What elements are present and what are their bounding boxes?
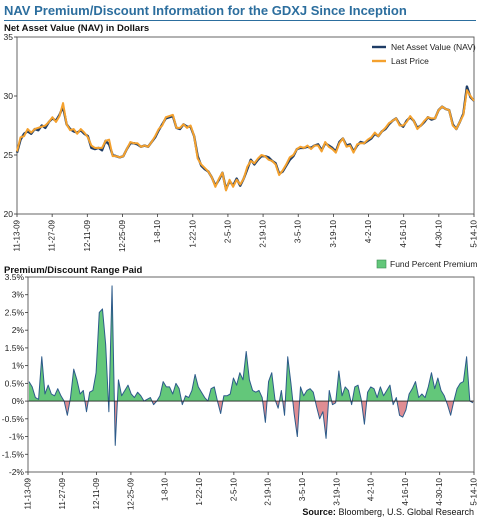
discount-area <box>64 401 473 446</box>
premium-series-line <box>28 285 474 446</box>
nav-x-tick-label: 4-30-10 <box>434 219 443 247</box>
last-price-series-line <box>16 89 475 192</box>
nav-x-tick-label: 5-14-10 <box>470 219 479 247</box>
premium-y-tick-label: -1.5% <box>2 449 25 459</box>
premium-x-tick-label: 4-30-10 <box>435 477 444 505</box>
premium-y-tick-label: -1% <box>9 432 25 442</box>
nav-x-tick-label: 1-22-10 <box>188 219 197 247</box>
nav-x-tick-label: 2-19-10 <box>259 219 268 247</box>
premium-x-tick-label: 1-22-10 <box>195 477 204 505</box>
page-title: NAV Premium/Discount Information for the… <box>4 3 407 18</box>
nav-x-tick-label: 1-8-10 <box>153 219 162 243</box>
premium-x-tick-label: 2-19-10 <box>264 477 273 505</box>
premium-x-tick-label: 12-11-09 <box>92 477 101 509</box>
premium-y-tick-label: 2% <box>12 325 25 335</box>
nav-chart-title: Net Asset Value (NAV) in Dollars <box>4 23 150 34</box>
premium-x-tick-label: 2-5-10 <box>229 477 238 501</box>
premium-y-tick-label: 1% <box>12 361 25 371</box>
premium-x-tick-label: 11-27-09 <box>58 477 67 509</box>
premium-y-tick-label: 3% <box>12 290 25 300</box>
nav-x-tick-label: 3-5-10 <box>294 219 303 243</box>
nav-x-tick-label: 2-5-10 <box>223 219 232 243</box>
source-note: Source: Bloomberg, U.S. Global Research <box>302 507 474 517</box>
premium-chart-title: Premium/Discount Range Paid <box>4 265 143 276</box>
premium-x-tick-label: 5-14-10 <box>470 477 479 505</box>
premium-x-tick-label: 1-8-10 <box>161 477 170 501</box>
premium-y-tick-label: 3.5% <box>5 272 25 282</box>
source-label: Source: <box>302 507 336 517</box>
nav-x-tick-label: 11-27-09 <box>48 219 57 251</box>
nav-x-tick-label: 11-13-09 <box>13 219 22 251</box>
legend-price-label: Last Price <box>391 56 429 66</box>
legend-premium-swatch <box>376 259 387 269</box>
legend-nav-label: Net Asset Value (NAV) <box>391 42 476 52</box>
legend-premium-label: Fund Percent Premium <box>390 259 477 269</box>
premium-x-tick-label: 12-25-09 <box>126 477 135 510</box>
nav-y-tick-label: 25 <box>4 150 14 160</box>
premium-y-tick-label: 2.5% <box>5 307 25 317</box>
nav-x-tick-label: 4-2-10 <box>364 219 373 243</box>
nav-y-tick-label: 35 <box>4 32 14 42</box>
premium-area <box>29 285 473 402</box>
premium-y-tick-label: -2% <box>9 467 25 477</box>
premium-y-tick-label: 0% <box>12 396 25 406</box>
nav-y-tick-label: 30 <box>4 91 14 101</box>
nav-x-tick-label: 12-11-09 <box>83 219 92 251</box>
source-text: Bloomberg, U.S. Global Research <box>338 507 474 517</box>
premium-x-tick-label: 3-19-10 <box>332 477 341 505</box>
nav-x-tick-label: 3-19-10 <box>329 219 338 247</box>
premium-x-tick-label: 4-16-10 <box>401 477 410 505</box>
premium-x-tick-label: 4-2-10 <box>367 477 376 501</box>
premium-x-tick-label: 11-13-09 <box>24 477 33 509</box>
premium-plot-frame <box>27 276 475 473</box>
nav-y-tick-label: 20 <box>4 209 14 219</box>
premium-y-tick-label: -0.5% <box>2 414 25 424</box>
title-rule <box>4 20 476 21</box>
nav-x-tick-label: 12-25-09 <box>118 219 127 252</box>
nav-plot-frame <box>16 36 475 215</box>
premium-y-tick-label: 0.5% <box>5 378 25 388</box>
premium-x-tick-label: 3-5-10 <box>298 477 307 501</box>
premium-y-tick-label: 1.5% <box>5 343 25 353</box>
nav-x-tick-label: 4-16-10 <box>399 219 408 247</box>
